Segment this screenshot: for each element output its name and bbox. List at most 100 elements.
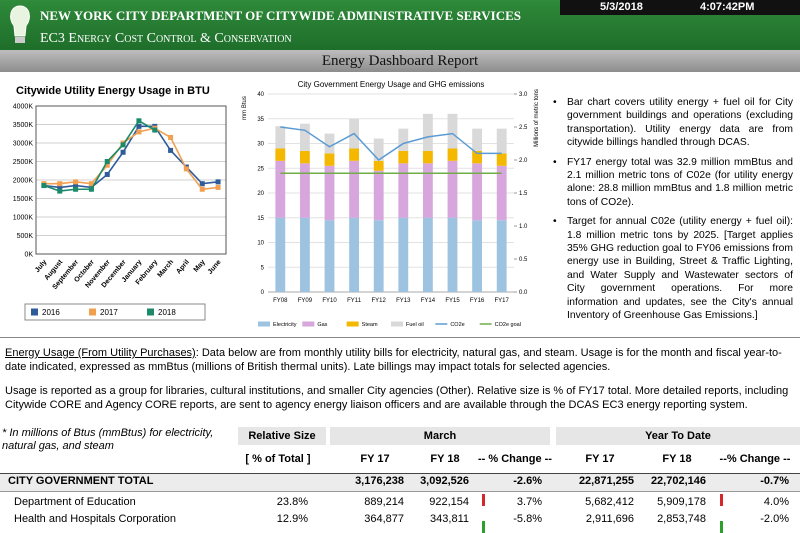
agency-name: NEW YORK CITY DEPARTMENT OF CITYWIDE ADM… — [40, 8, 522, 23]
bar-segment — [373, 170, 384, 221]
y-axis-label: mm Btus — [242, 96, 248, 120]
date: 5/3/2018 — [600, 1, 643, 13]
y2-tick-label: 2.0 — [519, 158, 528, 164]
line-marker — [215, 179, 221, 185]
legend-label: Steam — [362, 322, 378, 328]
legend-label: Fuel oil — [406, 322, 424, 328]
paragraph-heading: Energy Usage (From Utility Purchases) — [5, 347, 196, 359]
bar-segment — [299, 123, 310, 151]
legend-swatch — [346, 321, 359, 327]
y-tick-label: 25 — [257, 166, 264, 172]
group-header: March — [330, 427, 550, 445]
x-tick-label: July — [34, 259, 48, 274]
legend-label: CO2e goal — [495, 322, 521, 328]
bar-segment — [422, 113, 433, 151]
row-cell: -2.6% — [513, 475, 542, 487]
row-name: Department of Education — [14, 496, 136, 508]
x-tick-label: March — [156, 259, 175, 279]
row-share: 23.8% — [276, 496, 308, 508]
row-cell: 2,853,748 — [657, 513, 706, 525]
change-indicator — [482, 521, 485, 533]
bar-segment — [422, 150, 433, 164]
legend-swatch — [89, 308, 96, 316]
y-tick-label: 0 — [261, 290, 265, 296]
bar-segment — [349, 160, 360, 218]
legend-label: CO2e — [450, 322, 464, 328]
row-cell: 5,909,178 — [657, 496, 706, 508]
legend-swatch — [258, 321, 270, 327]
bar-segment — [299, 217, 310, 292]
column-header: [ % of Total ] — [245, 453, 311, 465]
row-cell: 889,214 — [364, 496, 404, 508]
y-tick-label: 1500K — [13, 196, 34, 203]
x-tick-label: FY12 — [372, 298, 387, 304]
line-marker — [215, 184, 221, 190]
time: 4:07:42PM — [700, 1, 755, 13]
change-indicator — [720, 494, 723, 506]
line-marker — [73, 186, 79, 192]
divider — [0, 337, 800, 338]
bar-segment — [496, 128, 507, 154]
row-cell: 3,176,238 — [355, 475, 404, 487]
y2-tick-label: 0.5 — [519, 257, 528, 263]
line-marker — [88, 186, 94, 192]
x-tick-label: FY16 — [470, 298, 485, 304]
y2-axis-label: Millions of metric tons — [534, 89, 540, 147]
row-cell: 364,877 — [364, 513, 404, 525]
x-tick-label: FY17 — [495, 298, 510, 304]
row-cell: -2.0% — [760, 513, 789, 525]
y2-tick-label: 1.5 — [519, 191, 528, 197]
column-header: FY 17 — [585, 453, 615, 465]
bar-segment — [373, 160, 384, 171]
y-tick-label: 20 — [257, 191, 264, 197]
y-tick-label: 4000K — [13, 104, 34, 111]
total-row-bg — [0, 473, 800, 492]
y-tick-label: 10 — [257, 241, 264, 247]
line-marker — [136, 123, 142, 129]
y-tick-label: 35 — [257, 117, 264, 123]
bar-segment — [447, 113, 458, 149]
group-header: Relative Size — [238, 427, 326, 445]
x-tick-label: FY11 — [347, 298, 362, 304]
report-title: Energy Dashboard Report — [0, 50, 800, 72]
legend-label: Electricity — [273, 322, 297, 328]
bar-segment — [373, 138, 384, 161]
bar-segment — [324, 220, 335, 292]
bar-segment — [373, 220, 384, 292]
line-marker — [152, 127, 158, 133]
y-tick-label: 2500K — [13, 159, 34, 166]
line-marker — [136, 118, 142, 124]
line-marker — [120, 149, 126, 155]
y2-tick-label: 1.0 — [519, 224, 528, 230]
row-cell: 4.0% — [763, 496, 789, 508]
row-share: 12.9% — [276, 513, 308, 525]
row-cell: 22,702,146 — [650, 475, 706, 487]
bar-segment — [447, 148, 458, 161]
y2-tick-label: 2.5 — [519, 125, 528, 131]
legend-label: 2017 — [100, 308, 118, 317]
line-marker — [57, 181, 63, 187]
line-marker — [120, 142, 126, 148]
column-header: FY 18 — [662, 453, 692, 465]
line-series — [43, 127, 219, 191]
row-name: CITY GOVERNMENT TOTAL — [8, 475, 154, 487]
bar-segment — [275, 217, 286, 292]
row-cell: 22,871,255 — [578, 475, 634, 487]
bar-segment — [447, 217, 458, 292]
legend-swatch — [391, 321, 403, 327]
legend-frame — [24, 303, 206, 321]
row-cell: -0.7% — [760, 475, 789, 487]
bar-segment — [422, 163, 433, 218]
bar-segment — [472, 163, 483, 221]
bar-segment — [398, 163, 409, 218]
line-marker — [183, 166, 189, 172]
bar-segment — [422, 217, 433, 292]
bar-segment — [275, 126, 286, 149]
ghg-chart: City Government Energy Usage and GHG emi… — [242, 80, 540, 328]
x-tick-label: FY13 — [396, 298, 411, 304]
paragraph: Usage is reported as a group for librari… — [5, 385, 789, 411]
row-cell: 3.7% — [516, 496, 542, 508]
bar-segment — [275, 148, 286, 161]
bar-segment — [472, 128, 483, 151]
